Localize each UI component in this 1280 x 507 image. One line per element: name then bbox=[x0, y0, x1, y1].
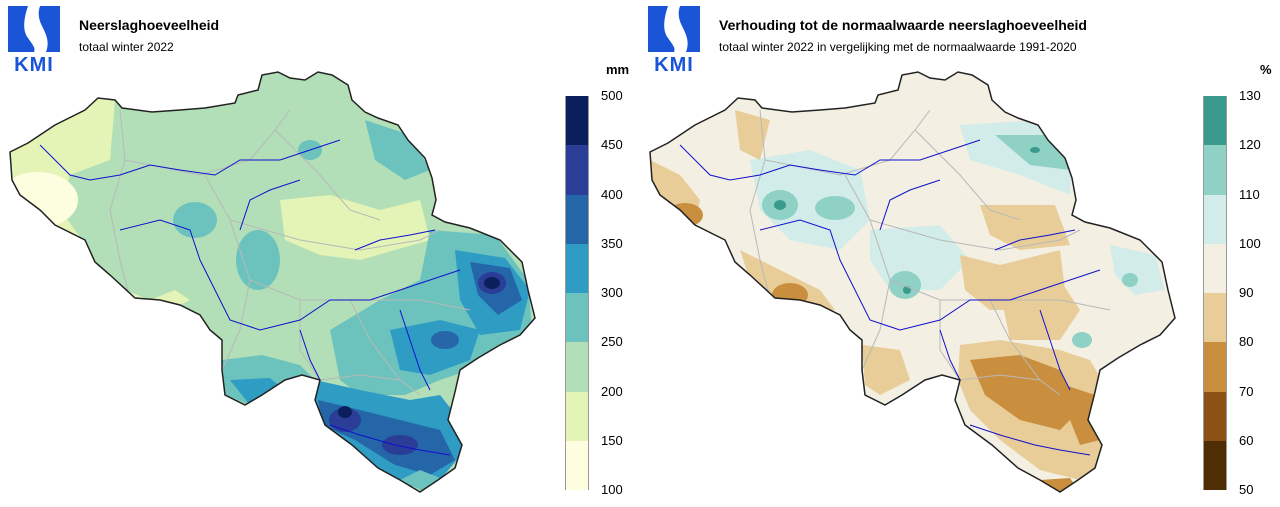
kmi-logo-text: KMI bbox=[14, 54, 54, 76]
legend-swatch bbox=[565, 145, 589, 195]
zone-gaume-higher bbox=[382, 435, 418, 455]
zone-ourthe-high bbox=[431, 331, 459, 349]
legend-tick-label: 300 bbox=[601, 285, 623, 300]
zone-central-wetter bbox=[815, 196, 855, 220]
legend-swatch bbox=[565, 440, 589, 490]
zone-kempen-wet bbox=[365, 120, 430, 180]
legend-swatch bbox=[1203, 440, 1227, 490]
map-subtitle: totaal winter 2022 in vergelijking met d… bbox=[719, 40, 1077, 54]
kmi-logo: KMI bbox=[646, 4, 702, 76]
belgium-border bbox=[649, 71, 1176, 493]
legend-swatch bbox=[565, 342, 589, 392]
zone-ardennes-drier bbox=[970, 355, 1080, 430]
precipitation-legend bbox=[565, 96, 589, 490]
map-title: Verhouding tot de normaalwaarde neerslag… bbox=[719, 17, 1087, 33]
legend-tick-label: 200 bbox=[601, 383, 623, 399]
legend-tick-label: 100 bbox=[1239, 235, 1261, 251]
belgium-ratio-map bbox=[649, 71, 1176, 493]
legend-swatch bbox=[1203, 145, 1227, 195]
kmi-logo-text: KMI bbox=[654, 54, 694, 76]
precipitation-panel: KMI Neerslaghoeveelheid totaal winter 20… bbox=[6, 4, 630, 497]
zone-semois-higher bbox=[329, 408, 361, 432]
legend-swatch bbox=[565, 391, 589, 441]
ratio-panel: KMI Verhouding tot de normaalwaarde neer… bbox=[640, 0, 1280, 507]
legend-swatch bbox=[565, 243, 589, 293]
kmi-logo-mark-icon bbox=[8, 6, 60, 52]
province-borders bbox=[109, 109, 471, 396]
map-subtitle: totaal winter 2022 bbox=[79, 40, 174, 54]
zone-eupen-wetter bbox=[1122, 273, 1138, 287]
zone-gaume-peak bbox=[338, 406, 352, 418]
legend-tick-label: 70 bbox=[1239, 383, 1254, 399]
kmi-logo: KMI bbox=[6, 4, 62, 76]
legend-swatch bbox=[565, 96, 589, 146]
zone-flanders-peak bbox=[774, 200, 786, 210]
zone-ourthe-wetter bbox=[1072, 332, 1092, 348]
zone-hainaut-west-drier bbox=[772, 283, 808, 307]
legend-swatch bbox=[565, 293, 589, 343]
zone-hainaut-west-dry bbox=[740, 250, 835, 310]
legend-tick-label: 350 bbox=[601, 235, 623, 251]
legend-swatch bbox=[1203, 194, 1227, 244]
legend-tick-label: 450 bbox=[601, 137, 623, 153]
zone-high-fagnes-peak bbox=[484, 277, 500, 289]
zone-kempen-peak bbox=[1030, 147, 1040, 153]
legend-tick-label: 100 bbox=[601, 482, 623, 497]
legend-swatch bbox=[1203, 243, 1227, 293]
belgium-border bbox=[9, 71, 536, 493]
legend-swatch bbox=[1203, 342, 1227, 392]
legend-tick-label: 130 bbox=[1239, 88, 1261, 103]
legend-tick-label: 500 bbox=[601, 88, 623, 103]
legend-tick-label: 150 bbox=[601, 432, 623, 448]
map-title: Neerslaghoeveelheid bbox=[79, 17, 220, 33]
legend-tick-label: 60 bbox=[1239, 432, 1254, 448]
legend-tick-label: 90 bbox=[1239, 285, 1254, 300]
zone-north-dry bbox=[280, 195, 430, 260]
legend-tick-label: 80 bbox=[1239, 334, 1254, 350]
legend-tick-label: 110 bbox=[1239, 186, 1260, 202]
legend-tick-label: 120 bbox=[1239, 137, 1261, 153]
legend-swatch bbox=[1203, 391, 1227, 441]
zone-central-wet bbox=[173, 202, 217, 238]
zone-sambre-dry bbox=[862, 345, 910, 395]
legend-swatch bbox=[1203, 96, 1227, 146]
legend-unit: mm bbox=[606, 62, 630, 77]
legend-unit: % bbox=[1260, 62, 1272, 77]
kmi-logo-mark-icon bbox=[648, 6, 700, 52]
legend-swatch bbox=[1203, 293, 1227, 343]
zone-luxembourg-drier bbox=[1065, 385, 1100, 445]
legend-tick-label: 400 bbox=[601, 186, 623, 202]
zone-ourthe-wet bbox=[390, 320, 480, 375]
zone-brabant-wet bbox=[236, 230, 280, 290]
belgium-precipitation-map bbox=[9, 71, 536, 493]
legend-tick-label: 250 bbox=[601, 334, 623, 350]
legend-swatch bbox=[565, 194, 589, 244]
zone-brabant-wetter bbox=[889, 271, 921, 299]
rivers bbox=[39, 139, 461, 456]
zone-limburg-dry bbox=[980, 205, 1070, 250]
legend-tick-label: 50 bbox=[1239, 482, 1254, 497]
ratio-legend bbox=[1203, 96, 1227, 490]
rivers bbox=[679, 139, 1101, 456]
